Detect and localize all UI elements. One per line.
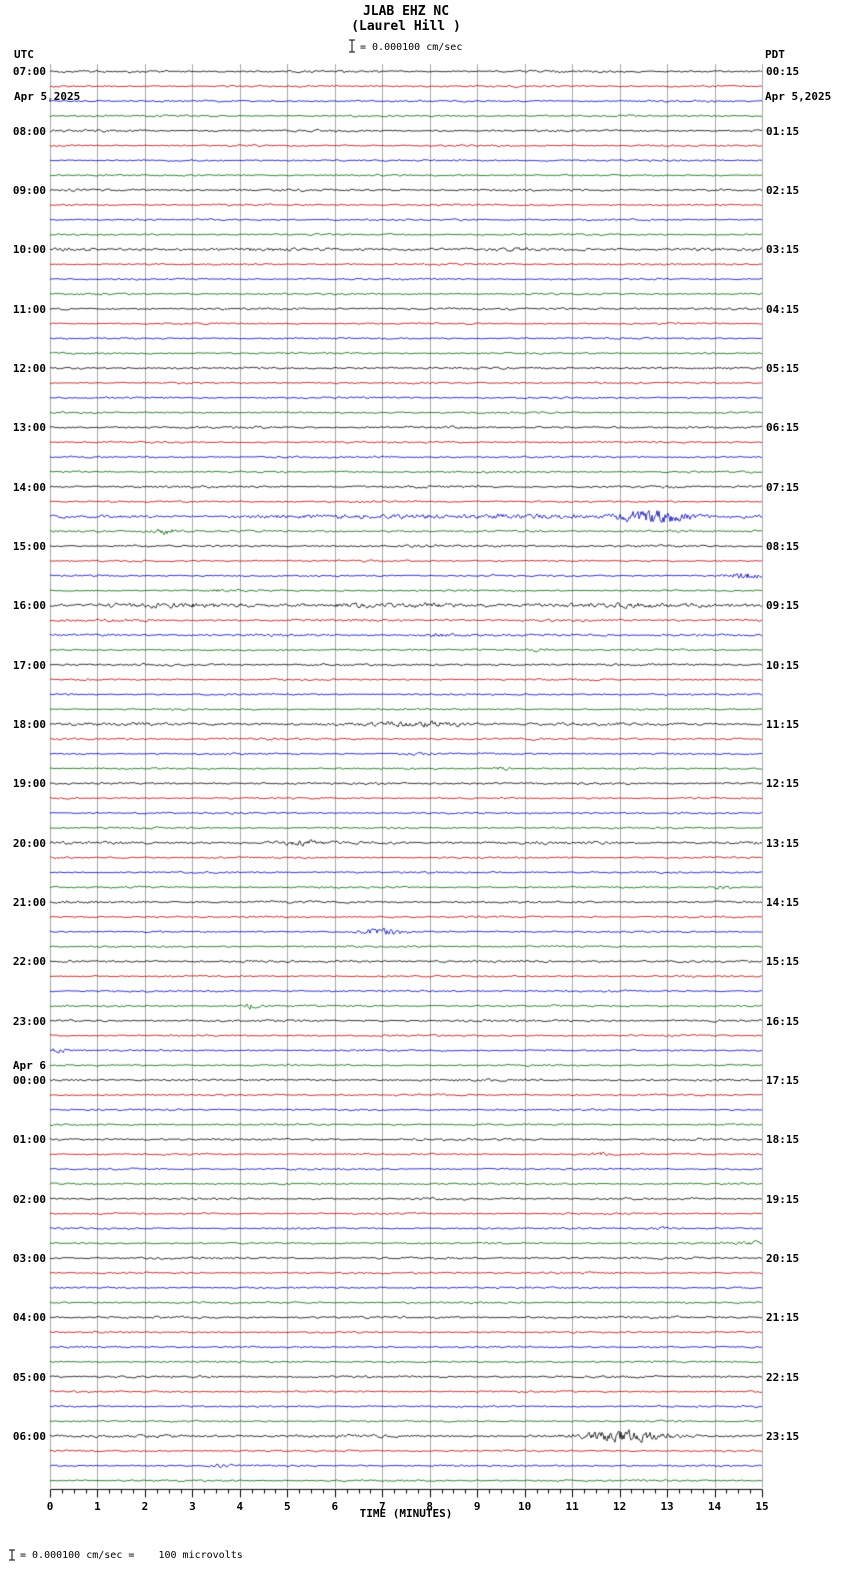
pdt-time-label: 04:15: [766, 302, 800, 316]
x-tick-label: 14: [707, 1499, 722, 1513]
pdt-time-label: 07:15: [766, 480, 800, 494]
utc-time-label: 12:00: [12, 362, 46, 376]
x-tick-label: 11: [565, 1499, 579, 1513]
utc-time-label: 13:00: [12, 421, 46, 435]
pdt-time-label: 15:15: [766, 955, 800, 969]
x-tick-label: 10: [518, 1499, 532, 1513]
pdt-time-label: 10:15: [766, 658, 800, 672]
utc-time-label: 04:00: [12, 1311, 46, 1325]
x-tick-label: 5: [284, 1499, 291, 1513]
utc-time-label: 16:00: [12, 599, 46, 613]
pdt-time-label: 08:15: [766, 540, 800, 554]
footer-scale-icon: [9, 1549, 15, 1561]
utc-time-label: 05:00: [12, 1370, 46, 1384]
utc-time-label: 06:00: [12, 1430, 46, 1444]
utc-time-label: 15:00: [12, 540, 46, 554]
x-tick-label: 6: [331, 1499, 339, 1513]
pdt-time-label: 01:15: [766, 124, 800, 138]
date-break-label: Apr 6: [12, 1059, 46, 1073]
pdt-time-label: 23:15: [766, 1430, 800, 1444]
utc-time-label: 00:00: [12, 1074, 46, 1088]
pdt-time-label: 17:15: [766, 1074, 800, 1088]
pdt-time-label: 14:15: [766, 896, 800, 910]
utc-time-label: 17:00: [12, 658, 46, 672]
utc-time-label: 08:00: [12, 124, 46, 138]
pdt-time-label: 00:15: [766, 65, 800, 79]
utc-time-label: 22:00: [12, 955, 46, 969]
x-tick-label: 8: [426, 1499, 434, 1513]
pdt-time-label: 21:15: [766, 1311, 800, 1325]
pdt-time-label: 13:15: [766, 836, 800, 850]
pdt-time-label: 20:15: [766, 1252, 800, 1266]
pdt-time-label: 11:15: [766, 718, 800, 732]
utc-time-label: 20:00: [12, 836, 46, 850]
pdt-time-label: 02:15: [766, 184, 800, 198]
utc-time-label: 14:00: [12, 480, 46, 494]
pdt-time-label: 12:15: [766, 777, 800, 791]
pdt-time-label: 05:15: [766, 362, 800, 376]
x-axis-title: TIME (MINUTES): [359, 1507, 453, 1520]
x-tick-label: 15: [755, 1499, 769, 1513]
pdt-time-label: 03:15: [766, 243, 800, 257]
x-tick-label: 13: [660, 1499, 674, 1513]
pdt-time-label: 22:15: [766, 1370, 800, 1384]
pdt-time-label: 18:15: [766, 1133, 800, 1147]
x-tick-label: 12: [612, 1499, 627, 1513]
x-tick-label: 7: [378, 1499, 386, 1513]
utc-time-label: 03:00: [12, 1252, 46, 1266]
utc-time-label: 09:00: [12, 184, 46, 198]
x-tick-label: 2: [141, 1499, 149, 1513]
pdt-time-label: 06:15: [766, 421, 800, 435]
utc-time-label: 10:00: [12, 243, 46, 257]
utc-time-label: 23:00: [12, 1014, 46, 1028]
pdt-time-label: 16:15: [766, 1014, 800, 1028]
pdt-time-label: 09:15: [766, 599, 800, 613]
x-tick-label: 9: [473, 1499, 481, 1513]
x-tick-label: 3: [189, 1499, 196, 1513]
x-tick-label: 4: [236, 1499, 244, 1513]
utc-time-label: 07:00: [12, 65, 46, 79]
utc-time-label: 21:00: [12, 896, 46, 910]
x-tick-label: 1: [94, 1499, 101, 1513]
pdt-time-label: 19:15: [766, 1192, 800, 1206]
x-tick-label: 0: [46, 1499, 54, 1513]
utc-time-label: 02:00: [12, 1192, 46, 1206]
utc-time-label: 11:00: [12, 302, 46, 316]
utc-time-label: 01:00: [12, 1133, 46, 1147]
utc-time-label: 19:00: [12, 777, 46, 791]
utc-time-label: 18:00: [12, 718, 46, 732]
footer-scale-note: = 0.000100 cm/sec = 100 microvolts: [20, 1550, 243, 1561]
